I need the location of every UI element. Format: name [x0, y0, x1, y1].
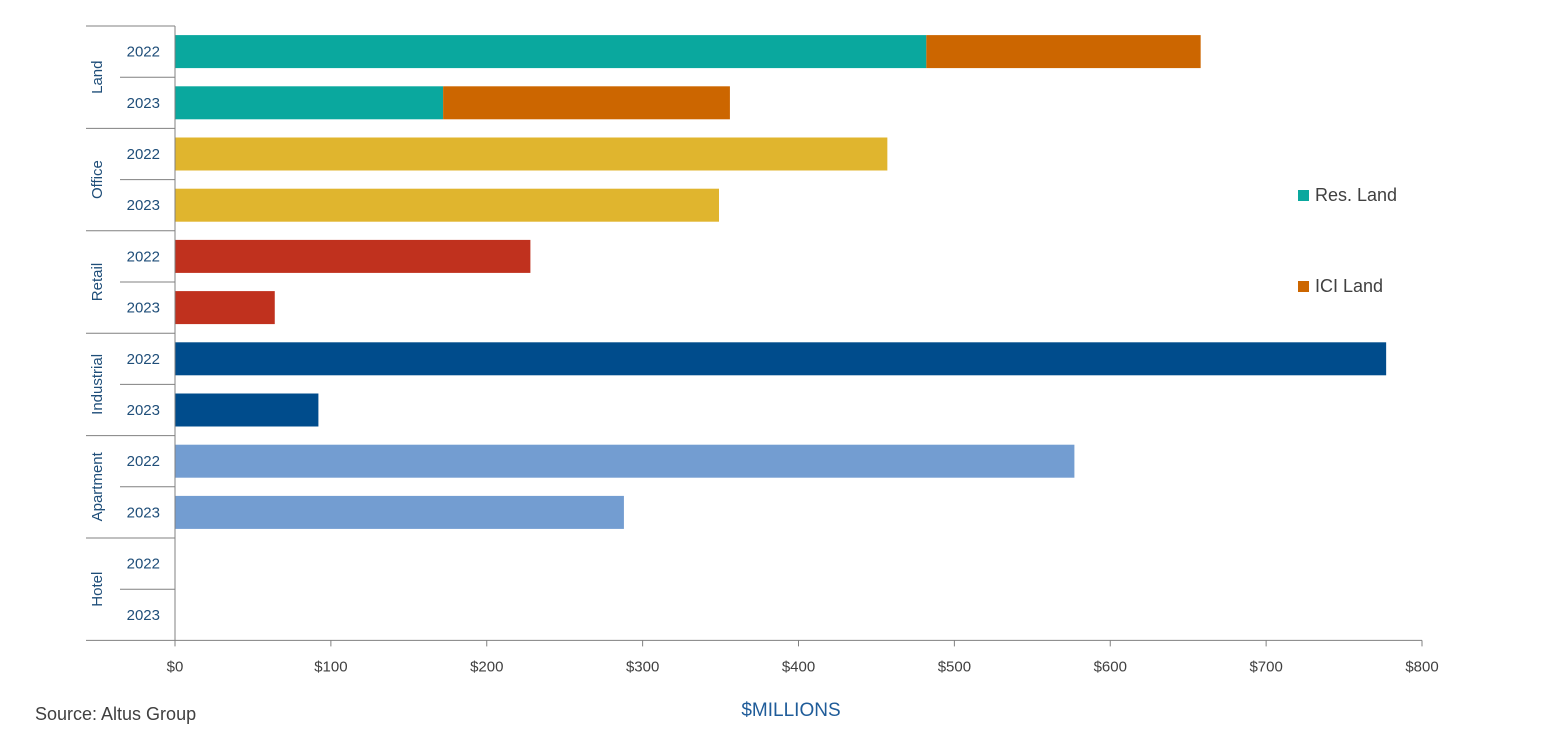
bar-land-2022-ici-land — [926, 35, 1201, 69]
bar-land-2023-ici-land — [443, 86, 730, 120]
legend-swatch-ici-land — [1298, 281, 1309, 292]
year-label: 2023 — [127, 402, 160, 419]
year-label: 2023 — [127, 300, 160, 317]
year-label: 2022 — [127, 146, 160, 163]
bar-apartment-2022-apartment — [175, 444, 1075, 478]
x-tick-label: $200 — [470, 658, 503, 675]
labels-layer: Land 2022 2023 Office 2022 2023 Retail 2022 2023… — [89, 44, 1439, 676]
group-label-hotel: Hotel — [89, 572, 106, 607]
group-label-retail: Retail — [89, 263, 106, 301]
group-label-office: Office — [89, 160, 106, 199]
year-label: 2022 — [127, 44, 160, 61]
x-tick-label: $300 — [626, 658, 659, 675]
x-tick-label: $0 — [167, 658, 184, 675]
year-label: 2023 — [127, 607, 160, 624]
bar-apartment-2023-apartment — [175, 495, 624, 529]
year-label: 2022 — [127, 453, 160, 470]
x-tick-label: $800 — [1405, 658, 1438, 675]
bar-industrial-2023-industrial — [175, 393, 319, 427]
year-label: 2023 — [127, 197, 160, 214]
year-label: 2022 — [127, 351, 160, 368]
bar-land-2022-res-land — [175, 35, 927, 69]
year-label: 2023 — [127, 95, 160, 112]
bar-office-2022-office — [175, 137, 888, 171]
x-tick-label: $400 — [782, 658, 815, 675]
group-label-apartment: Apartment — [89, 451, 106, 521]
group-label-land: Land — [89, 61, 106, 94]
bar-land-2023-res-land — [175, 86, 444, 120]
year-label: 2022 — [127, 248, 160, 265]
source-note: Source: Altus Group — [35, 704, 196, 724]
bar-office-2023-office — [175, 188, 720, 222]
bar-retail-2022-retail — [175, 239, 531, 273]
axis-layer — [86, 25, 1423, 647]
x-tick-label: $700 — [1249, 658, 1282, 675]
x-tick-label: $100 — [314, 658, 347, 675]
legend-label: Res. Land — [1315, 185, 1397, 205]
x-axis-title: $MILLIONS — [741, 700, 840, 721]
bar-industrial-2022-industrial — [175, 342, 1387, 376]
legend: Res. Land ICI Land — [1298, 185, 1397, 296]
bars-layer — [175, 35, 1387, 529]
year-label: 2023 — [127, 504, 160, 521]
x-tick-label: $500 — [938, 658, 971, 675]
bar-retail-2023-retail — [175, 291, 275, 325]
year-label: 2022 — [127, 556, 160, 573]
x-tick-label: $600 — [1094, 658, 1127, 675]
group-label-industrial: Industrial — [89, 354, 106, 415]
legend-label: ICI Land — [1315, 276, 1383, 296]
legend-swatch-res-land — [1298, 190, 1309, 201]
